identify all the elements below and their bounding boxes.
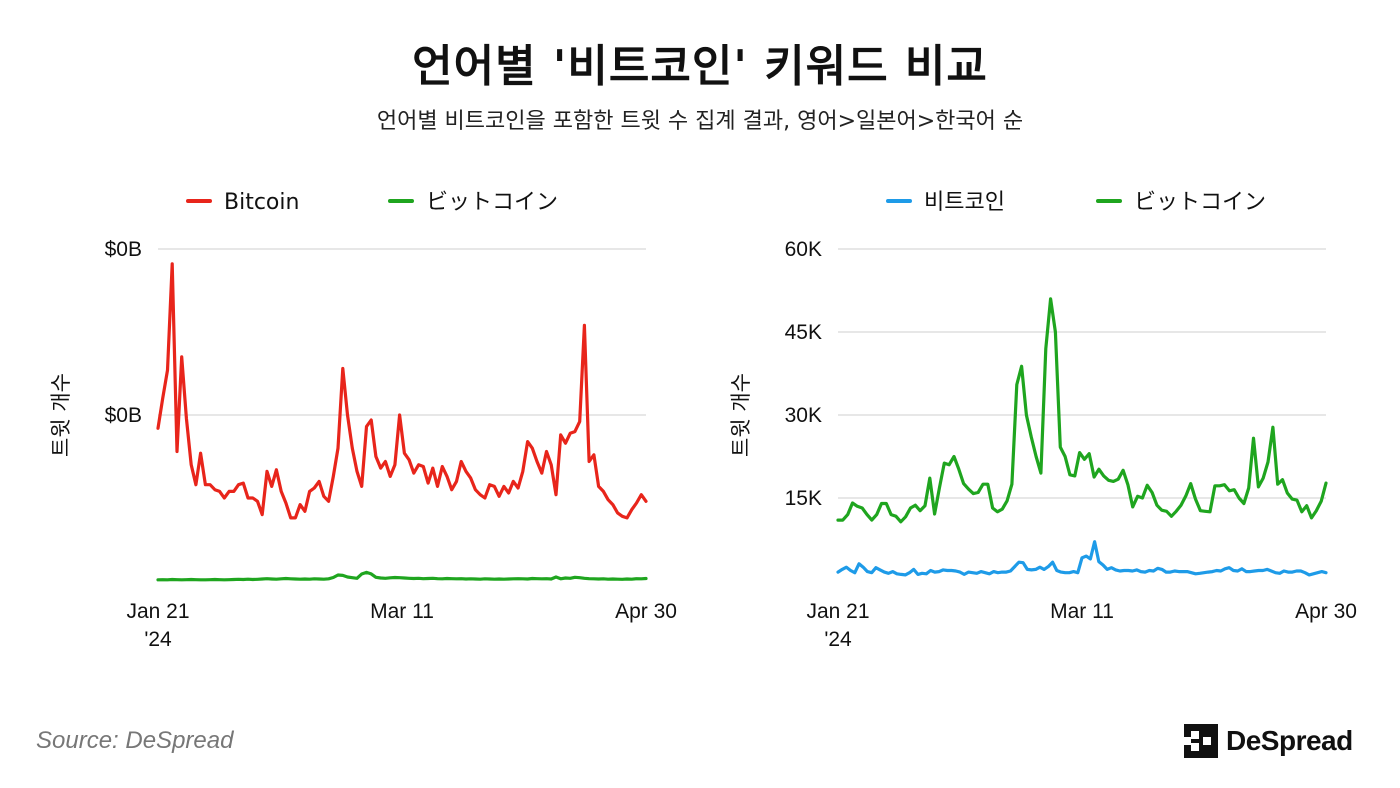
x-tick-label: Mar 11 (1050, 600, 1114, 623)
x-tick-label: Apr 30 (615, 600, 677, 623)
y-tick-label: 30K (785, 404, 822, 427)
legend-label: 비트코인 (924, 190, 1005, 215)
legend-label: ビットコイン (1134, 190, 1266, 215)
x-tick-label: Jan 21 (126, 600, 189, 623)
despread-logo-icon (1184, 724, 1218, 758)
legend-label: ビットコイン (426, 190, 558, 215)
despread-logo: DeSpread (1184, 724, 1353, 758)
series-line-2 (836, 297, 1328, 524)
chart-title: 언어별 '비트코인' 키워드 비교 (412, 41, 988, 92)
x-tick-label: Jan 21 (806, 600, 869, 623)
x-tick-label: Apr 30 (1295, 600, 1357, 623)
y-axis-label: 트윗 개수 (49, 373, 73, 457)
x-tick-sublabel: '24 (144, 628, 172, 651)
y-tick-label: 45K (785, 321, 822, 344)
x-tick-label: Mar 11 (370, 600, 434, 623)
y-tick-label: 15K (785, 487, 822, 510)
legend-label: Bitcoin (224, 190, 299, 215)
y-tick-label: $0B (105, 238, 142, 261)
series-line-1 (156, 262, 648, 520)
despread-logo-text: DeSpread (1226, 725, 1353, 756)
source-label: Source: DeSpread (36, 727, 234, 754)
x-tick-sublabel: '24 (824, 628, 852, 651)
y-tick-label: $0B (105, 404, 142, 427)
y-axis-label: 트윗 개수 (729, 373, 753, 457)
series-line-2 (156, 570, 648, 582)
chart-subtitle: 언어별 비트코인을 포함한 트윗 수 집계 결과, 영어>일본어>한국어 순 (376, 109, 1024, 134)
series-line-1 (836, 540, 1328, 577)
y-tick-label: 60K (785, 238, 822, 261)
